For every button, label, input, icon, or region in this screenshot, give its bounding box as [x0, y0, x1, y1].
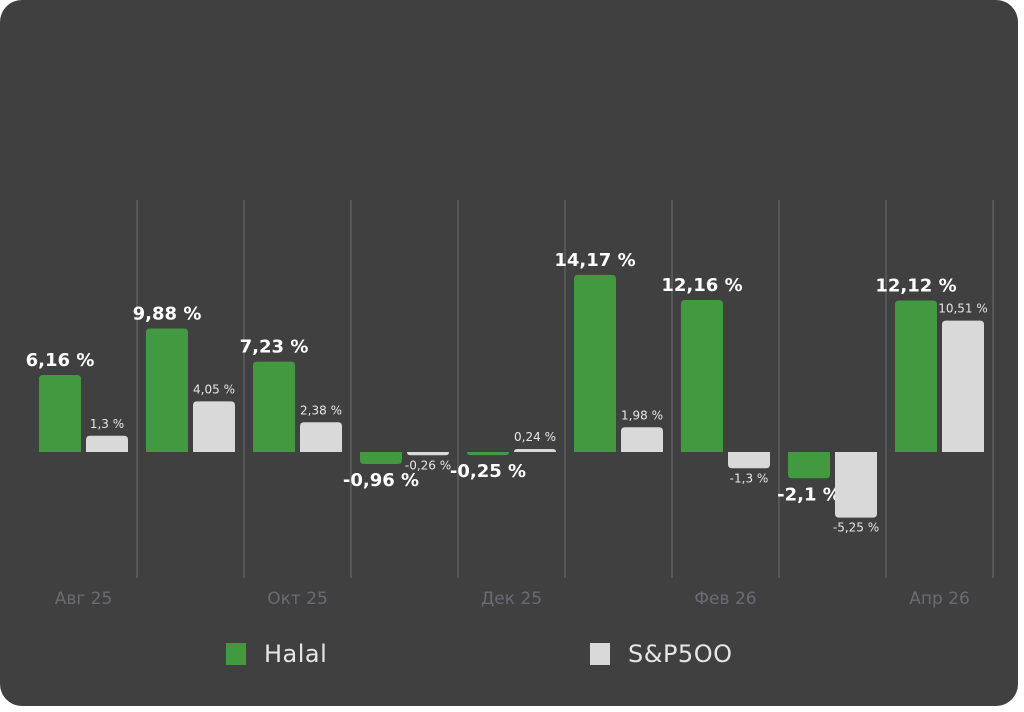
data-label-sp500-1: 1,3 %	[90, 417, 124, 431]
legend-item-halal[interactable]: Halal	[226, 640, 327, 668]
x-tick-label: Апр 26	[909, 589, 970, 609]
data-label-halal-5: -0,25 %	[450, 461, 526, 482]
data-label-halal-3: 7,23 %	[240, 337, 309, 358]
bar-sp500-9	[942, 320, 984, 452]
legend: Halal S&P5OO	[0, 640, 1018, 680]
bar-halal-9	[895, 300, 937, 452]
bar-sp500-3	[300, 422, 342, 452]
bar-chart: 6,16 % 1,3 % Авг 25 9,88 % 4,05 % 7,23 % 2,38 …	[26, 200, 994, 609]
bar-halal-3	[253, 361, 295, 452]
data-label-halal-4: -0,96 %	[343, 470, 419, 491]
legend-swatch-halal	[226, 643, 246, 665]
bar-sp500-5	[514, 449, 556, 452]
x-tick-label: Авг 25	[55, 589, 113, 609]
bar-sp500-1	[86, 435, 128, 452]
data-label-sp500-5: 0,24 %	[514, 430, 556, 444]
bar-halal-1	[39, 375, 81, 452]
data-label-sp500-2: 4,05 %	[193, 382, 235, 396]
bar-sp500-8	[835, 452, 877, 518]
legend-label-halal: Halal	[264, 640, 328, 668]
x-tick-label: Фев 26	[694, 589, 756, 609]
data-label-sp500-6: 1,98 %	[621, 408, 663, 422]
bar-halal-6	[574, 274, 616, 452]
legend-label-sp500: S&P5OO	[628, 640, 733, 668]
bar-sp500-6	[621, 427, 663, 452]
legend-item-sp500[interactable]: S&P5OO	[590, 640, 732, 668]
x-tick-label: Окт 25	[267, 589, 328, 609]
data-label-halal-9: 12,12 %	[875, 276, 956, 297]
data-label-sp500-8: -5,25 %	[833, 521, 879, 535]
data-label-halal-7: 12,16 %	[661, 275, 742, 296]
bar-halal-2	[146, 328, 188, 452]
data-label-halal-8: -2,1 %	[777, 484, 841, 505]
data-label-halal-2: 9,88 %	[133, 304, 202, 325]
bar-halal-8	[788, 452, 830, 479]
x-tick-label: Дек 25	[481, 589, 542, 609]
bar-halal-4	[360, 452, 402, 464]
legend-swatch-sp500	[590, 643, 610, 665]
data-label-halal-1: 6,16 %	[26, 350, 95, 371]
data-label-halal-6: 14,17 %	[554, 250, 635, 271]
bar-halal-5	[467, 452, 509, 456]
bar-sp500-4	[407, 452, 449, 456]
bar-halal-7	[681, 300, 723, 452]
data-label-sp500-7: -1,3 %	[730, 471, 769, 485]
bar-sp500-7	[728, 452, 770, 469]
data-label-sp500-9: 10,51 %	[938, 302, 988, 316]
data-label-sp500-4: -0,26 %	[405, 458, 451, 472]
data-label-sp500-3: 2,38 %	[300, 403, 342, 417]
bar-sp500-2	[193, 401, 235, 452]
